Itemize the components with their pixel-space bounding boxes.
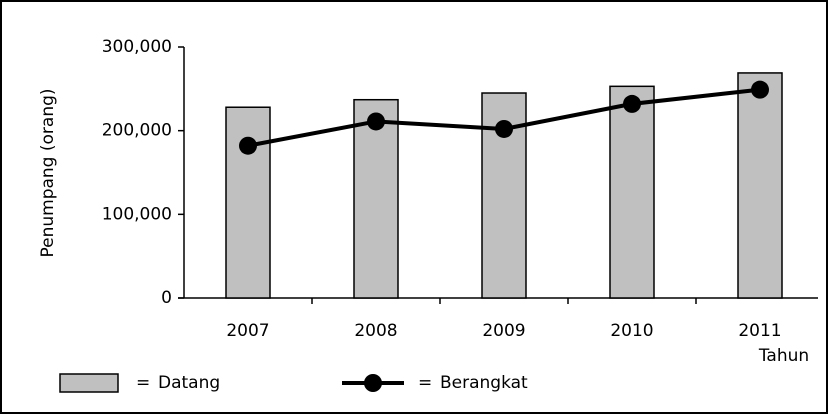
legend-prefix: = xyxy=(136,373,150,393)
legend-label: Berangkat xyxy=(440,373,528,393)
legend-label: Datang xyxy=(158,373,220,393)
legend-swatch xyxy=(364,374,382,392)
y-tick-label: 300,000 xyxy=(102,37,172,57)
bar xyxy=(609,85,655,299)
y-tick-label: 200,000 xyxy=(102,121,172,141)
line-marker xyxy=(239,136,257,155)
line-marker xyxy=(751,80,769,99)
bar xyxy=(353,98,399,299)
x-axis-label: Tahun xyxy=(758,346,809,366)
x-tick-label: 2010 xyxy=(610,321,653,341)
x-tick-label: 2009 xyxy=(482,321,525,341)
x-tick-label: 2008 xyxy=(354,321,397,341)
legend-swatch xyxy=(59,373,119,393)
y-tick-label: 100,000 xyxy=(102,204,172,224)
bar xyxy=(225,106,271,299)
line-marker xyxy=(623,94,641,113)
line-marker xyxy=(367,112,385,131)
x-tick-label: 2007 xyxy=(226,321,269,341)
y-axis-label: Penumpang (orang) xyxy=(38,88,58,257)
bar xyxy=(737,72,783,299)
x-tick-label: 2011 xyxy=(738,321,781,341)
legend-prefix: = xyxy=(418,373,432,393)
line-marker xyxy=(495,119,513,138)
y-tick-label: 0 xyxy=(161,288,172,308)
